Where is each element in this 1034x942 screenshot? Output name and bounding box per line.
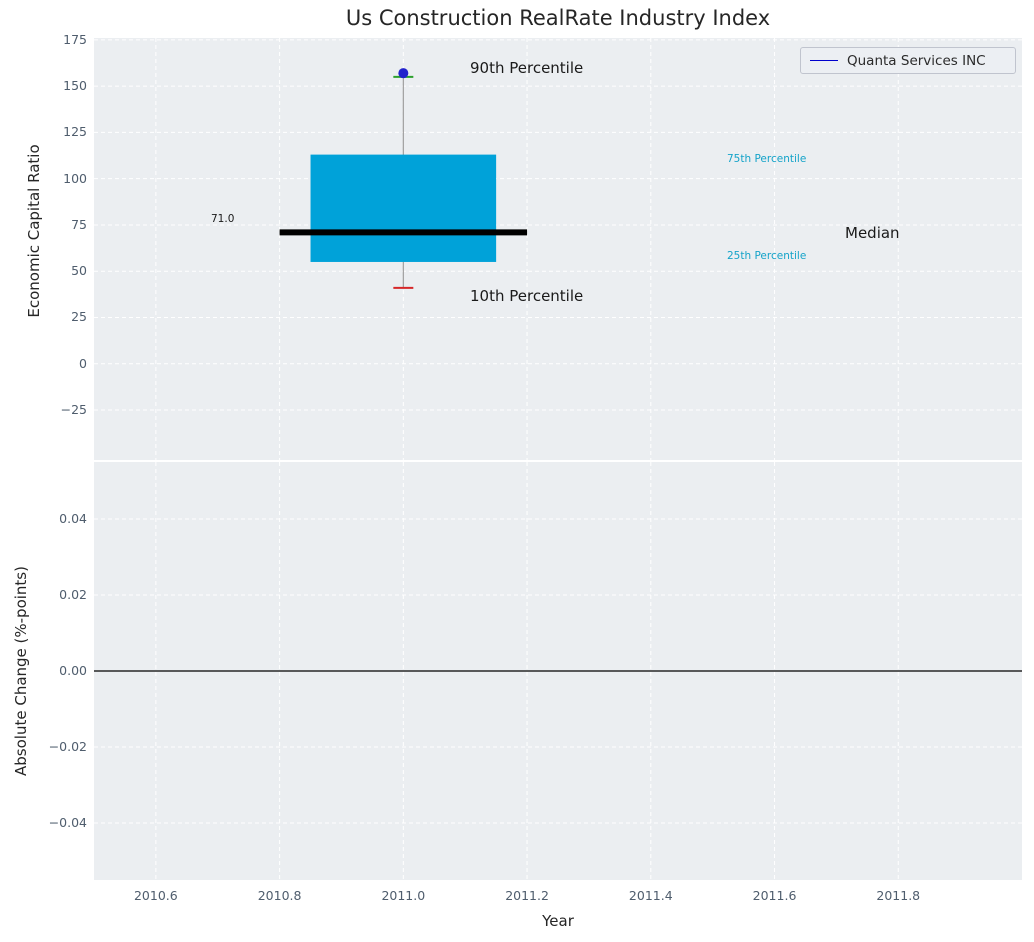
top-plot [94, 38, 1022, 460]
y-tick-label-top: 100 [63, 170, 87, 186]
legend-line-sample [810, 60, 838, 61]
legend: Quanta Services INC [800, 47, 1016, 74]
y-tick-label-top: 0 [79, 355, 87, 371]
x-tick-label: 2010.8 [257, 888, 302, 903]
x-tick-label: 2011.6 [752, 888, 797, 903]
chart-title: Us Construction RealRate Industry Index [345, 6, 771, 30]
y-tick-label-top: 175 [63, 31, 87, 47]
y-axis-label-bottom: Absolute Change (%-points) [12, 566, 30, 776]
legend-label: Quanta Services INC [847, 52, 986, 69]
y-tick-label-top: 75 [71, 216, 87, 232]
iqr-box [310, 154, 497, 262]
annotation-25th-percentile: 25th Percentile [727, 250, 807, 262]
annotation-10th-percentile: 10th Percentile [470, 287, 584, 305]
y-tick-label-top: −25 [60, 402, 87, 418]
x-axis-label: Year [542, 912, 574, 930]
bottom-plot [94, 462, 1022, 880]
y-tick-label-top: 50 [71, 263, 87, 279]
x-tick-label: 2011.8 [876, 888, 921, 903]
y-tick-label-top: 25 [71, 309, 87, 325]
y-axis-label-top: Economic Capital Ratio [25, 144, 43, 318]
y-tick-label-top: 150 [63, 78, 87, 94]
x-tick-label: 2010.6 [133, 888, 178, 903]
annotation-75th-percentile: 75th Percentile [727, 153, 807, 165]
y-tick-label-bottom: 0.04 [59, 511, 87, 526]
x-tick-label: 2011.2 [505, 888, 549, 903]
annotation-90th-percentile: 90th Percentile [470, 59, 584, 77]
annotation-median: Median [845, 224, 900, 242]
median-value-label: 71.0 [211, 213, 235, 225]
y-tick-label-bottom: −0.04 [48, 815, 87, 830]
y-tick-label-top: 125 [63, 124, 87, 140]
plot-background [94, 38, 1022, 460]
company-marker [398, 68, 409, 79]
x-tick-label: 2011.0 [381, 888, 426, 903]
x-tick-label: 2011.4 [628, 888, 673, 903]
